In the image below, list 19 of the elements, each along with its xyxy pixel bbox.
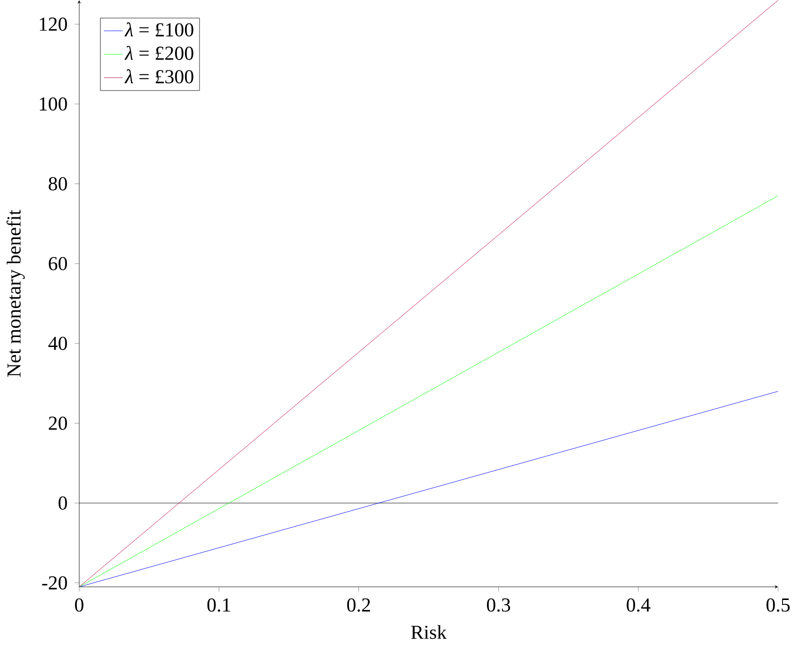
x-axis-title: Risk <box>411 625 447 640</box>
y-tick-label: 120 <box>40 18 67 32</box>
y-tick-label: 20 <box>48 416 67 430</box>
y-tick-label: 80 <box>48 177 67 191</box>
legend-label: λ = £100 <box>124 22 194 37</box>
y-tick-label: 100 <box>40 98 67 111</box>
x-tick-label: 0.4 <box>626 598 650 612</box>
y-tick-label: 60 <box>48 257 67 270</box>
y-tick-label: -20 <box>42 576 67 590</box>
legend-label: λ = £200 <box>124 46 194 60</box>
x-tick-label: 0.5 <box>766 598 790 612</box>
x-tick-label: 0.3 <box>486 598 510 612</box>
x-tick-label: 0 <box>75 598 84 612</box>
legend-label: λ = £300 <box>124 70 194 84</box>
x-tick-label: 0.2 <box>347 598 370 612</box>
y-tick-label: 0 <box>58 496 67 510</box>
y-axis-title: Net monetary benefit <box>6 210 25 378</box>
x-tick-label: 0.1 <box>207 598 230 612</box>
y-tick-label: 40 <box>48 336 67 350</box>
